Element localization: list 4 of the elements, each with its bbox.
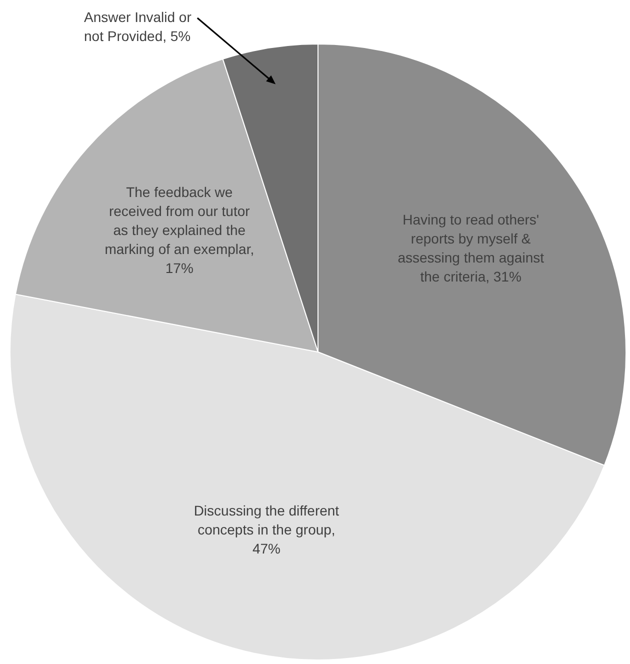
slice-label: Discussing the different concepts in the group, 47% <box>194 502 340 556</box>
slice-label: Having to read others' reports by myself & assessing them against the criteria, 31% <box>398 212 544 285</box>
slice-label: Answer Invalid or not Provided, 5% <box>84 9 192 44</box>
slice-label: The feedback we received from our tutor as they explained the marking of an exemplar, 17% <box>104 184 254 276</box>
